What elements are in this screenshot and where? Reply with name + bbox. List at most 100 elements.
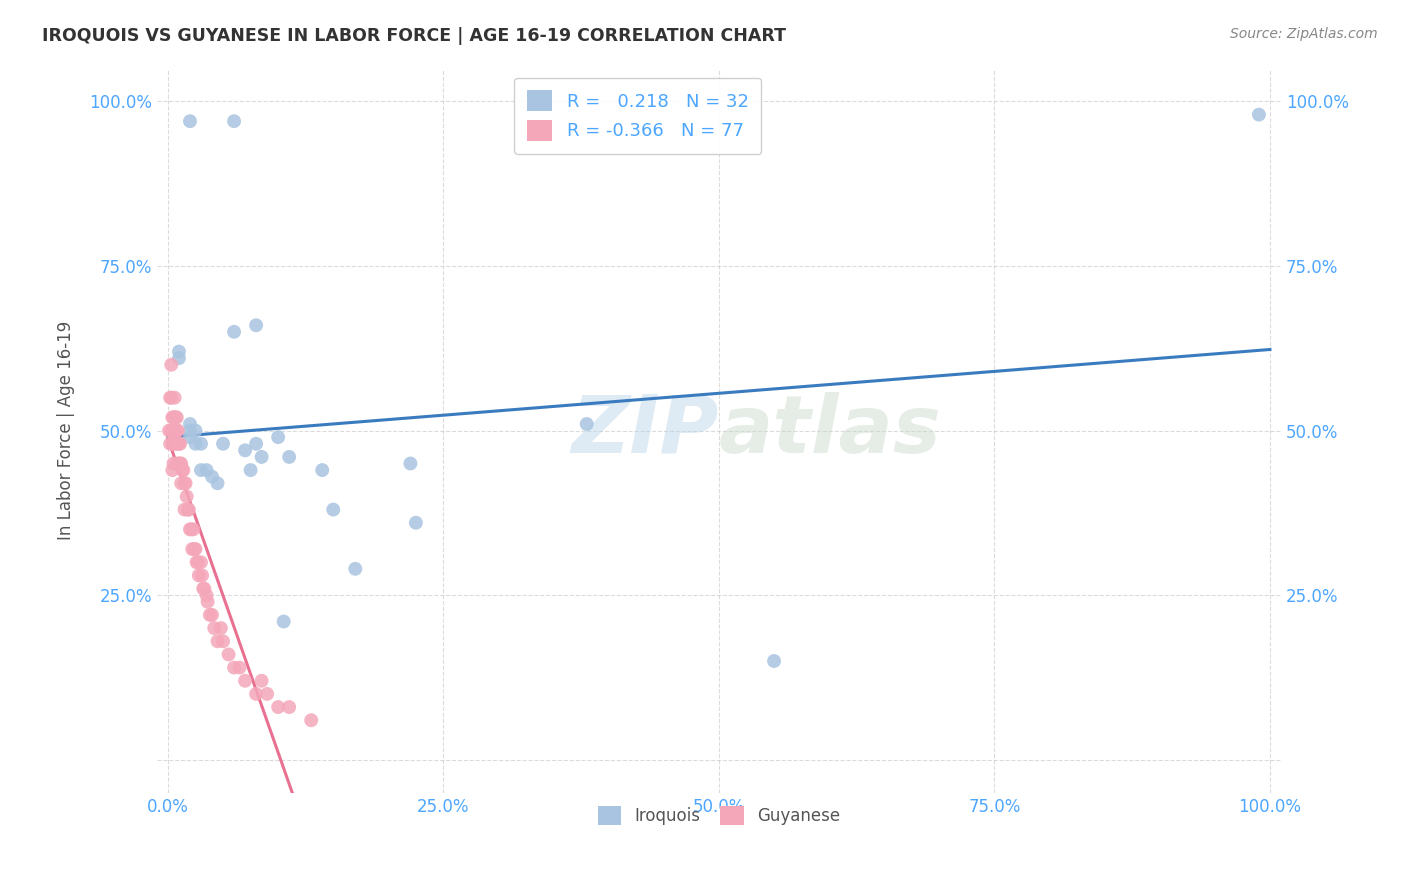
Point [212, 634, 235, 648]
Point [181, 522, 204, 536]
Point [183, 542, 205, 557]
Point [299, 713, 322, 727]
Point [399, 457, 422, 471]
Text: Source: ZipAtlas.com: Source: ZipAtlas.com [1230, 27, 1378, 41]
Point [405, 516, 427, 530]
Point [322, 502, 344, 516]
Point [233, 443, 256, 458]
Point [167, 436, 190, 450]
Point [245, 318, 267, 333]
Point [179, 417, 201, 431]
Point [170, 476, 193, 491]
Point [209, 621, 232, 635]
Point [162, 463, 184, 477]
Point [163, 424, 186, 438]
Point [184, 436, 207, 450]
Point [233, 673, 256, 688]
Point [162, 410, 184, 425]
Point [163, 391, 186, 405]
Point [256, 687, 278, 701]
Point [190, 555, 212, 569]
Point [191, 568, 214, 582]
Legend: Iroquois, Guyanese: Iroquois, Guyanese [588, 796, 851, 835]
Point [267, 700, 290, 714]
Point [201, 607, 224, 622]
Point [167, 424, 190, 438]
Point [250, 673, 273, 688]
Point [157, 424, 180, 438]
Point [179, 114, 201, 128]
Point [311, 463, 333, 477]
Point [190, 436, 212, 450]
Point [162, 436, 184, 450]
Point [239, 463, 262, 477]
Point [1247, 107, 1270, 121]
Point [193, 582, 215, 596]
Point [170, 457, 193, 471]
Point [169, 457, 191, 471]
Point [176, 490, 198, 504]
Point [174, 476, 197, 491]
Point [195, 463, 218, 477]
Point [278, 700, 301, 714]
Point [273, 615, 295, 629]
Point [160, 358, 183, 372]
Point [179, 424, 201, 438]
Point [167, 436, 190, 450]
Point [162, 424, 184, 438]
Point [160, 424, 183, 438]
Point [162, 457, 184, 471]
Point [250, 450, 273, 464]
Point [278, 450, 301, 464]
Point [162, 436, 184, 450]
Point [166, 410, 188, 425]
Y-axis label: In Labor Force | Age 16-19: In Labor Force | Age 16-19 [58, 321, 75, 541]
Point [763, 654, 786, 668]
Point [179, 522, 201, 536]
Point [167, 351, 190, 366]
Point [165, 424, 187, 438]
Point [177, 502, 200, 516]
Point [222, 325, 245, 339]
Point [575, 417, 598, 431]
Point [169, 436, 191, 450]
Point [172, 463, 194, 477]
Point [195, 588, 218, 602]
Point [160, 391, 183, 405]
Point [184, 542, 207, 557]
Point [190, 463, 212, 477]
Text: atlas: atlas [718, 392, 942, 469]
Point [159, 436, 181, 450]
Point [167, 457, 190, 471]
Point [173, 476, 195, 491]
Text: ZIP: ZIP [572, 392, 718, 469]
Point [245, 436, 267, 450]
Point [166, 424, 188, 438]
Point [344, 562, 367, 576]
Point [177, 502, 200, 516]
Point [193, 582, 215, 596]
Point [202, 621, 225, 635]
Point [172, 463, 194, 477]
Point [207, 476, 229, 491]
Point [245, 687, 267, 701]
Point [197, 595, 219, 609]
Point [187, 568, 209, 582]
Point [181, 542, 204, 557]
Point [207, 634, 229, 648]
Point [165, 436, 187, 450]
Point [222, 660, 245, 674]
Point [187, 555, 209, 569]
Point [198, 607, 221, 622]
Point [180, 522, 202, 536]
Point [201, 469, 224, 483]
Point [163, 410, 186, 425]
Point [212, 436, 235, 450]
Point [267, 430, 290, 444]
Point [222, 114, 245, 128]
Text: IROQUOIS VS GUYANESE IN LABOR FORCE | AGE 16-19 CORRELATION CHART: IROQUOIS VS GUYANESE IN LABOR FORCE | AG… [42, 27, 786, 45]
Point [165, 410, 187, 425]
Point [184, 424, 207, 438]
Point [173, 502, 195, 516]
Point [179, 430, 201, 444]
